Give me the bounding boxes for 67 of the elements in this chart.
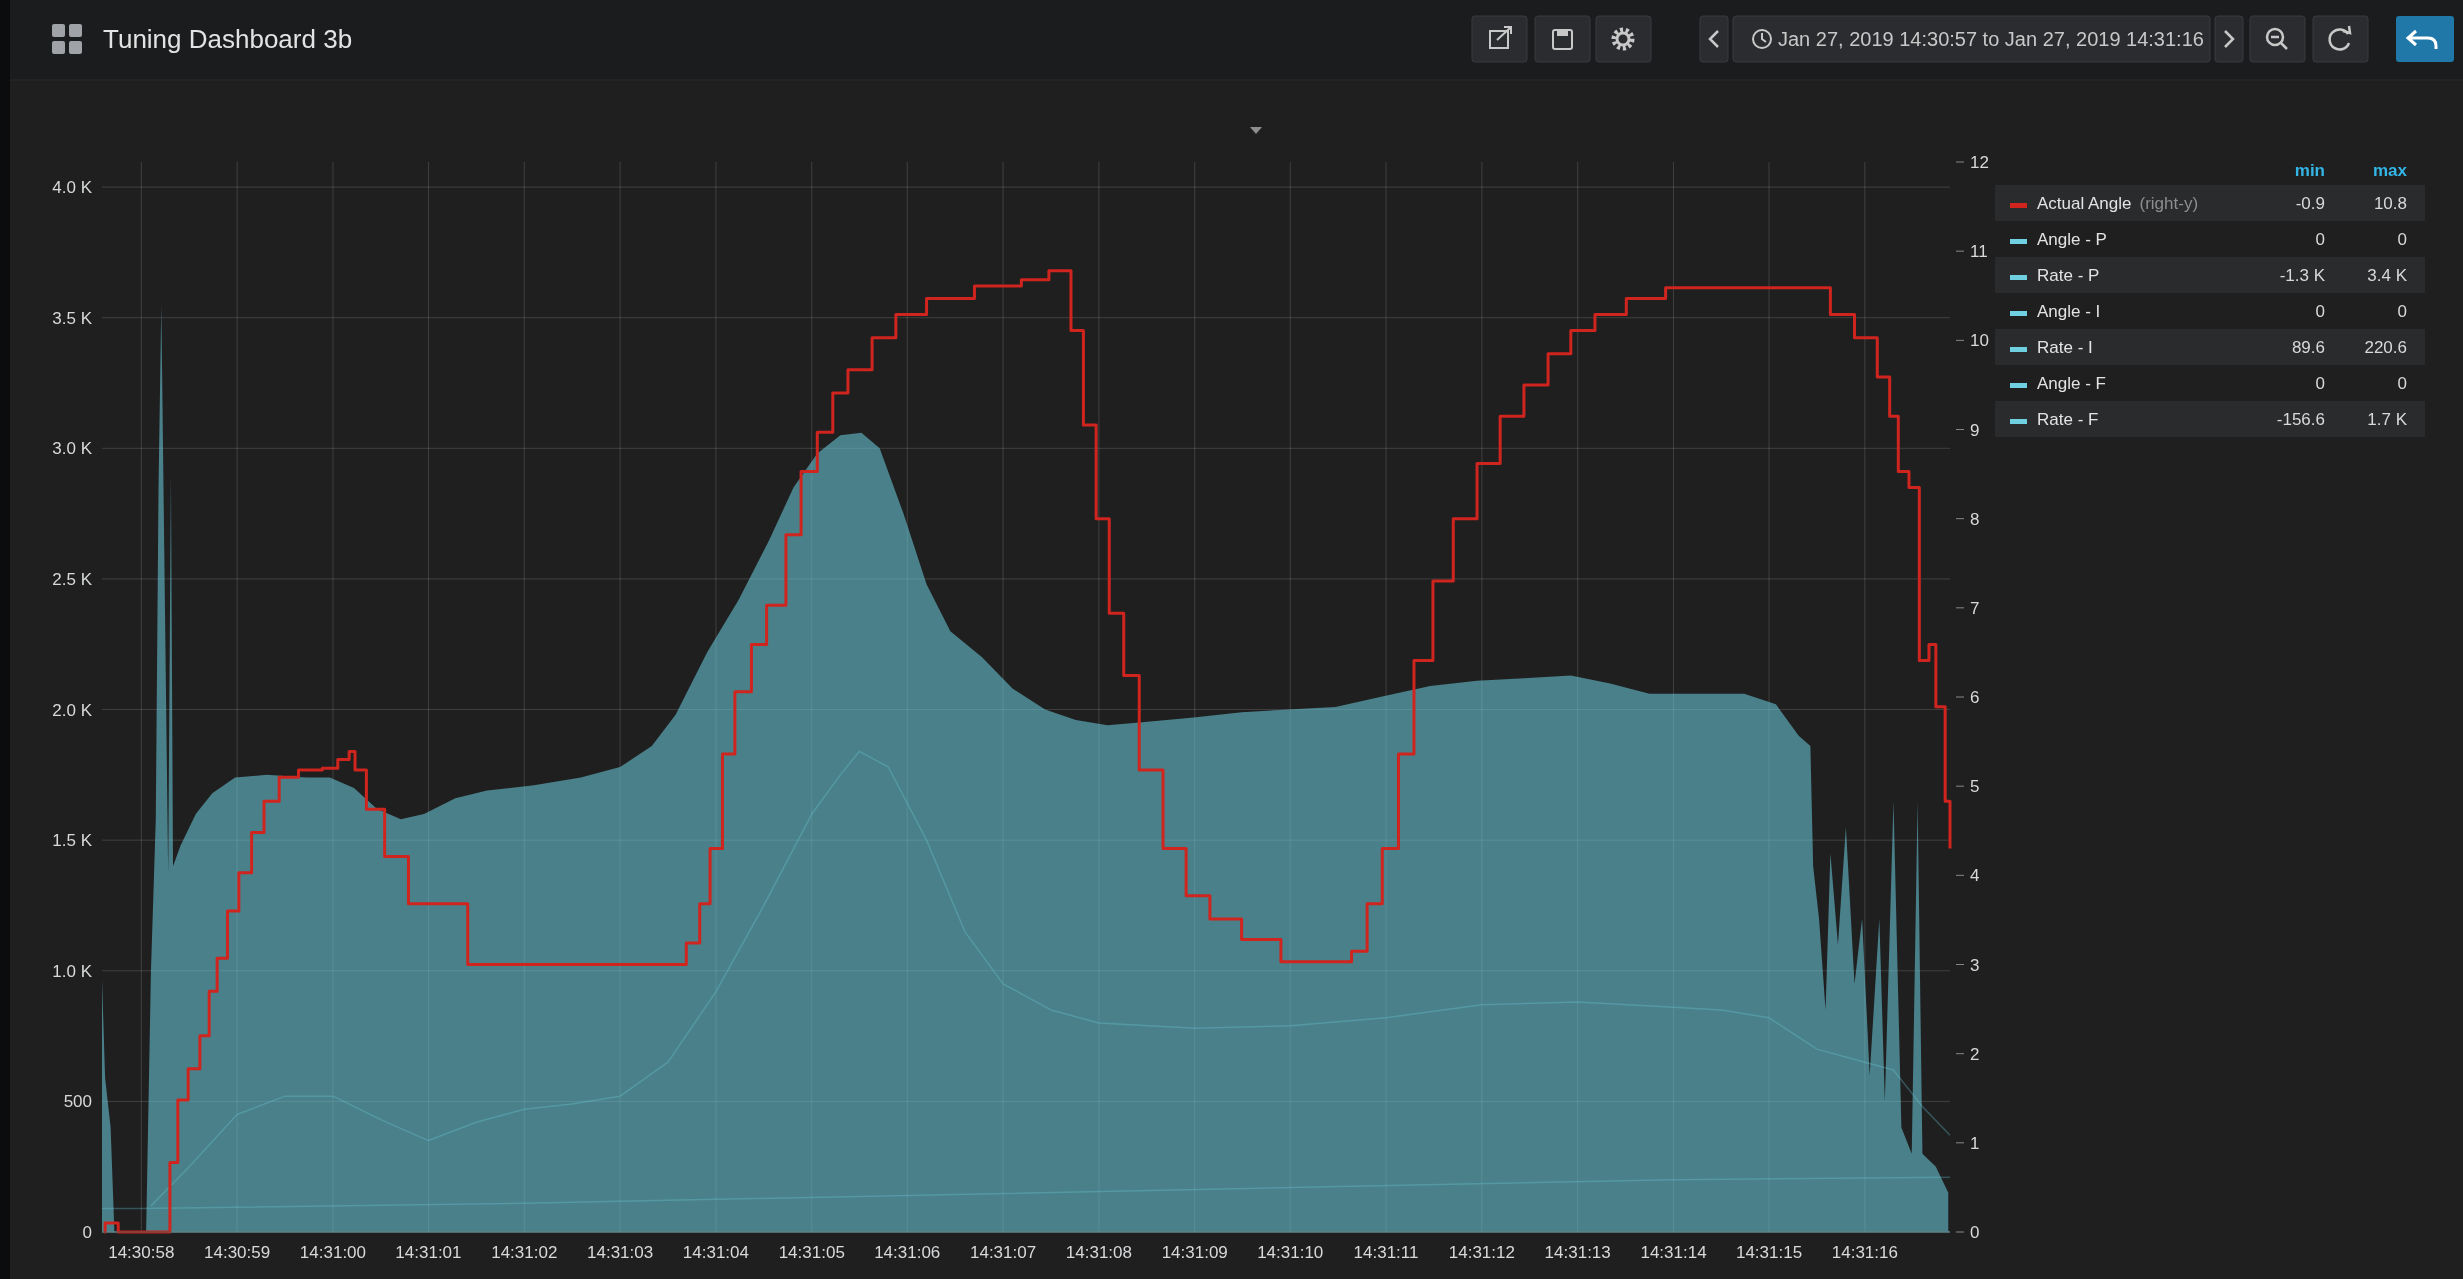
text: 0 [2315, 230, 2325, 249]
text: -1.3 K [2279, 266, 2326, 285]
text: Jan 27, 2019 14:30:57 to Jan 27, 2019 14:31:16 [1778, 28, 2204, 50]
text: 0 [2397, 374, 2407, 393]
x-tick-label: 14:31:10 [1257, 1243, 1324, 1262]
x-tick-label: 14:31:08 [1065, 1243, 1132, 1262]
text: 0 [2315, 302, 2325, 321]
chart-title: Tuning Dashboard 3b [103, 24, 353, 54]
y-tick-label: 500 [63, 1092, 92, 1112]
y-tick-label: 2.0 K [52, 700, 93, 720]
x-tick-label: 14:31:15 [1735, 1243, 1803, 1262]
y2-tick-label: 9 [1970, 420, 1980, 440]
y-tick-label: 0 [82, 1223, 92, 1242]
x-tick-label: 14:31:13 [1544, 1243, 1611, 1262]
y-tick-label: 1.5 K [52, 831, 93, 851]
text: 220.6 [2364, 338, 2407, 357]
text: 89.6 [2291, 338, 2325, 357]
x-tick-label: 14:31:14 [1640, 1243, 1707, 1262]
x-tick-label: 14:31:02 [491, 1243, 558, 1262]
x-tick-label: 14:31:09 [1161, 1243, 1228, 1262]
y-tick-label: 2.5 K [52, 569, 93, 589]
legend-label: Angle - I [2037, 302, 2101, 321]
y2-tick-label: 7 [1970, 598, 1980, 618]
x-tick-label: 14:31:06 [874, 1243, 941, 1262]
text: max [2372, 161, 2408, 180]
legend-label: Actual Angle [2037, 194, 2132, 213]
y-tick-label: 3.5 K [52, 308, 93, 328]
text: -0.9 [2295, 194, 2325, 213]
text: -156.6 [2276, 410, 2325, 429]
y-tick-label: 4.0 K [52, 178, 93, 198]
text: 0 [2397, 302, 2407, 321]
y2-tick-label: 10 [1970, 331, 1989, 351]
y2-tick-label: 6 [1970, 688, 1980, 707]
x-tick-label: 14:31:12 [1448, 1243, 1515, 1262]
text: 0 [2315, 374, 2325, 393]
y-tick-label: 1.0 K [52, 961, 93, 981]
x-tick-label: 14:31:03 [587, 1243, 654, 1262]
x-tick-label: 14:30:59 [204, 1243, 271, 1262]
text: 1.7 K [2367, 410, 2408, 429]
y2-tick-label: 8 [1970, 509, 1980, 529]
legend-label: Rate - F [2037, 410, 2099, 429]
y2-tick-label: 2 [1970, 1044, 1980, 1064]
x-tick-label: 14:31:16 [1831, 1243, 1898, 1262]
x-tick-label: 14:31:04 [682, 1243, 750, 1262]
y2-tick-label: 3 [1970, 955, 1980, 975]
text: 3.4 K [2367, 266, 2408, 285]
text: min [2294, 161, 2325, 180]
x-tick-label: 14:31:01 [395, 1243, 462, 1262]
y2-tick-label: 12 [1970, 153, 1989, 172]
y2-tick-label: 4 [1970, 866, 1980, 886]
legend-label: Angle - F [2037, 374, 2106, 393]
text: 10.8 [2373, 194, 2407, 213]
legend-label: Angle - P [2037, 230, 2107, 249]
x-tick-label: 14:31:11 [1353, 1243, 1419, 1262]
x-tick-label: 14:31:05 [778, 1243, 845, 1262]
y2-tick-label: 5 [1970, 777, 1980, 797]
x-tick-label: 14:31:07 [969, 1243, 1037, 1262]
y2-tick-label: 0 [1970, 1223, 1980, 1242]
y-tick-label: 3.0 K [52, 439, 93, 459]
legend-label: Rate - P [2037, 266, 2100, 285]
y2-tick-label: 1 [1970, 1133, 1980, 1153]
y2-tick-label: 11 [1970, 242, 1988, 262]
x-tick-label: 14:30:58 [108, 1243, 175, 1262]
x-tick-label: 14:31:00 [299, 1243, 367, 1262]
legend-label: Rate - I [2037, 338, 2093, 357]
text: 0 [2397, 230, 2407, 249]
text: (right-y) [2139, 194, 2199, 213]
